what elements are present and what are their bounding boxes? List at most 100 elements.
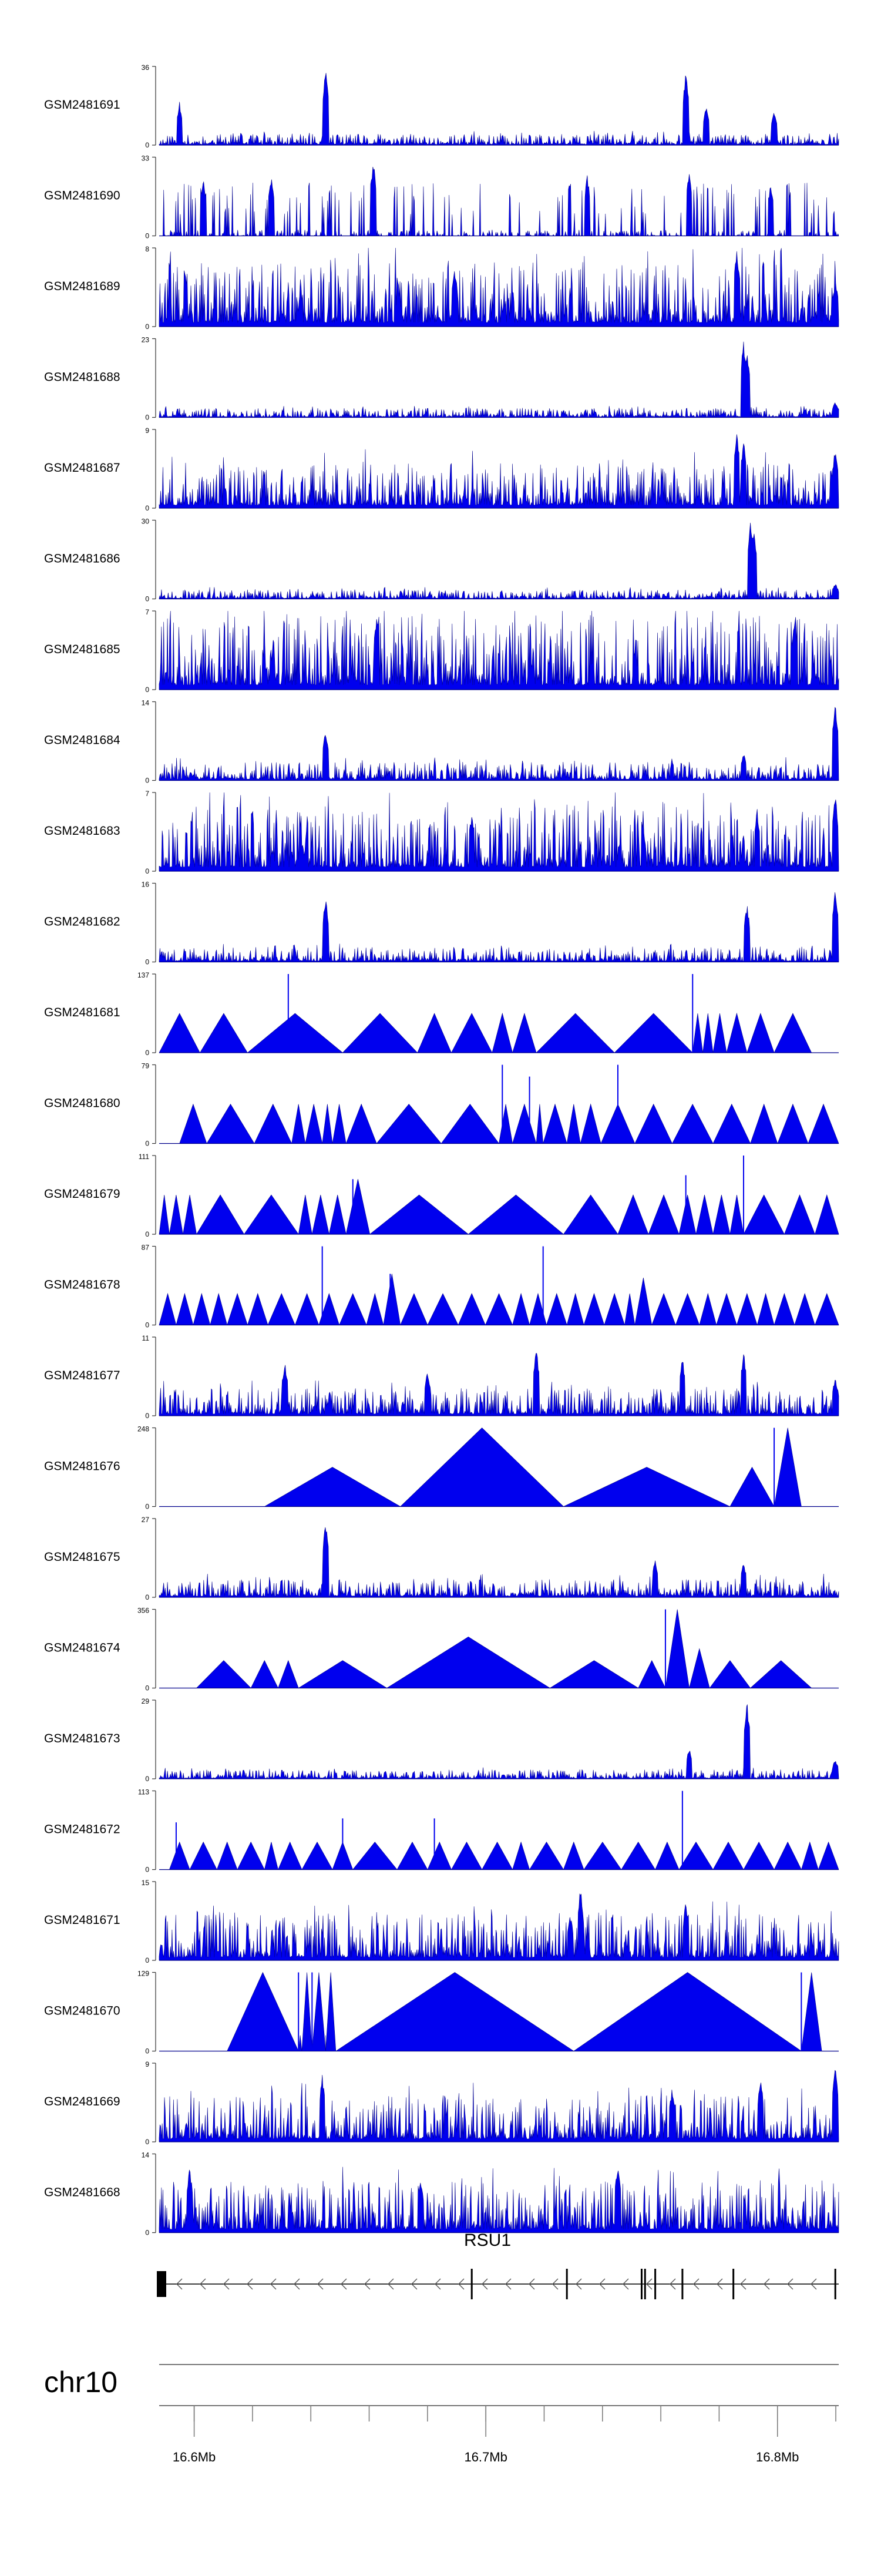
coverage-segment	[712, 1103, 751, 1144]
coverage-segment	[743, 1194, 785, 1235]
coverage-segment	[342, 1013, 418, 1053]
y-min-label: 0	[145, 141, 149, 149]
y-max-label: 9	[145, 2060, 149, 2068]
coverage-segment	[305, 1104, 323, 1144]
coverage-area	[159, 792, 839, 872]
coverage-segment	[655, 1841, 680, 1870]
coverage-segment	[345, 1179, 371, 1235]
coverage-segment	[566, 1292, 584, 1325]
coverage-segment	[183, 1194, 197, 1235]
coverage-segment	[352, 1842, 398, 1870]
coverage-segment	[563, 1194, 618, 1235]
strand-arrow	[176, 2278, 183, 2290]
coverage-segment	[247, 1292, 268, 1325]
coverage-segment	[801, 1841, 819, 1870]
y-max-label: 111	[139, 1153, 150, 1161]
track-label: GSM2481683	[44, 824, 120, 838]
track-label: GSM2481673	[44, 1732, 120, 1745]
gene-exon	[834, 2269, 836, 2299]
coverage-segment	[794, 1292, 815, 1325]
coverage-area	[159, 2070, 839, 2142]
coverage-segment	[322, 1104, 333, 1144]
coverage-segment	[774, 1841, 802, 1870]
coverage-segment	[634, 1278, 653, 1325]
track-label: GSM2481690	[44, 189, 120, 203]
coverage-segment	[383, 1274, 401, 1325]
coverage-segment	[169, 1194, 183, 1235]
track-label: GSM2481670	[44, 2004, 120, 2018]
coverage-segment	[648, 1194, 680, 1235]
coverage-segment	[332, 1104, 347, 1144]
coverage-segment	[695, 1194, 714, 1235]
track-label: GSM2481674	[44, 1641, 120, 1655]
coverage-area	[159, 610, 839, 690]
strand-arrow	[811, 2278, 817, 2290]
coverage-segment	[159, 1013, 200, 1053]
coverage-area	[159, 2167, 839, 2233]
coverage-segment	[468, 1194, 564, 1235]
y-min-label: 0	[145, 2047, 149, 2056]
coverage-segment	[427, 1293, 459, 1325]
coverage-segment	[199, 1013, 248, 1053]
gene-exon	[644, 2269, 646, 2299]
coverage-segment	[512, 1292, 530, 1325]
gene-exon	[732, 2269, 735, 2299]
y-min-label: 0	[145, 1412, 149, 1420]
strand-arrow	[294, 2278, 300, 2290]
coverage-segment	[250, 1660, 278, 1688]
coverage-segment	[159, 1292, 177, 1325]
coverage-segment	[536, 1013, 615, 1053]
coverage-segment	[278, 1660, 299, 1688]
y-max-label: 14	[142, 2151, 150, 2159]
coverage-segment	[278, 1841, 302, 1870]
coverage-segment	[427, 1841, 452, 1870]
strand-arrow	[317, 2278, 324, 2290]
y-min-label: 0	[145, 323, 149, 331]
coverage-segment	[716, 1292, 737, 1325]
coverage-segment	[692, 1013, 703, 1053]
coverage-segment	[458, 1293, 486, 1325]
coverage-segment	[301, 1972, 312, 2051]
coverage-segment	[712, 1013, 727, 1053]
y-max-label: 7	[145, 608, 149, 616]
coverage-segment	[736, 1292, 758, 1325]
strand-arrow	[364, 2278, 371, 2290]
coverage-segment	[189, 1841, 217, 1870]
y-max-label: 87	[142, 1244, 150, 1252]
coverage-segment	[512, 1841, 530, 1870]
coverage-segment	[678, 1842, 714, 1870]
coverage-segment	[536, 1104, 544, 1144]
coverage-segment	[699, 1292, 717, 1325]
coverage-segment	[237, 1841, 265, 1870]
coverage-segment	[267, 1293, 295, 1325]
y-max-label: 29	[142, 1697, 150, 1705]
y-min-label: 0	[145, 958, 149, 966]
track-label: GSM2481685	[44, 643, 120, 656]
gene-label: RSU1	[464, 2231, 511, 2250]
track-label: GSM2481678	[44, 1278, 120, 1292]
coverage-area	[159, 1704, 839, 1779]
strand-arrow	[435, 2278, 441, 2290]
coverage-segment	[750, 1103, 778, 1144]
coverage-segment	[638, 1660, 666, 1688]
coverage-segment	[709, 1660, 751, 1688]
coverage-segment	[482, 1841, 513, 1870]
coverage-segment	[529, 1842, 564, 1870]
track-label: GSM2481691	[44, 98, 120, 112]
coverage-segment	[621, 1842, 656, 1870]
coverage-segment	[549, 1660, 639, 1688]
y-min-label: 0	[145, 1140, 149, 1148]
y-max-label: 30	[142, 518, 150, 526]
coverage-segment	[774, 1292, 795, 1325]
coverage-area	[159, 1353, 839, 1416]
coverage-segment	[298, 1660, 388, 1688]
coverage-segment	[196, 1660, 251, 1688]
coverage-segment	[678, 1194, 697, 1235]
y-max-label: 356	[137, 1607, 149, 1615]
track-label: GSM2481689	[44, 280, 120, 293]
coverage-segment	[801, 1972, 822, 2051]
axis-label: 16.8Mb	[756, 2450, 799, 2464]
coverage-segment	[369, 1194, 469, 1235]
y-max-label: 27	[142, 1516, 150, 1524]
coverage-segment	[176, 1292, 194, 1325]
